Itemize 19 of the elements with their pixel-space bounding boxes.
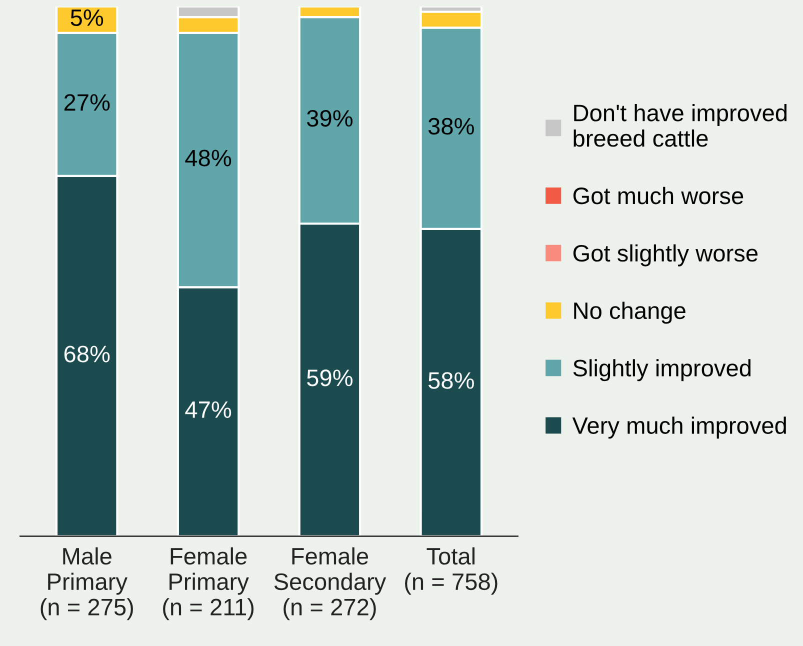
data-label: 39% xyxy=(306,110,353,127)
legend-label: Got much worse xyxy=(573,186,744,204)
data-label: 38% xyxy=(428,118,474,135)
data-label: 48% xyxy=(185,150,232,166)
x-tick-label: Female Primary (n = 211) xyxy=(163,547,254,620)
x-tick-label: Male Primary (n = 275) xyxy=(40,547,133,620)
data-label: 27% xyxy=(64,94,110,111)
data-label: 47% xyxy=(185,401,232,418)
data-label: 5% xyxy=(70,9,104,26)
legend-label: Don't have improved breeed cattle xyxy=(574,104,787,147)
legend-label: No change xyxy=(574,302,686,324)
legend-label: Got slightly worse xyxy=(573,244,758,266)
legend-label: Slightly improved xyxy=(573,359,750,382)
data-label: 68% xyxy=(64,346,110,362)
x-tick-label: Total (n = 758) xyxy=(405,547,498,595)
data-label: 59% xyxy=(307,370,353,386)
data-label: 58% xyxy=(428,372,474,389)
x-tick-label: Female Secondary (n = 272) xyxy=(274,547,386,620)
legend-label: Very much improved xyxy=(572,416,786,439)
